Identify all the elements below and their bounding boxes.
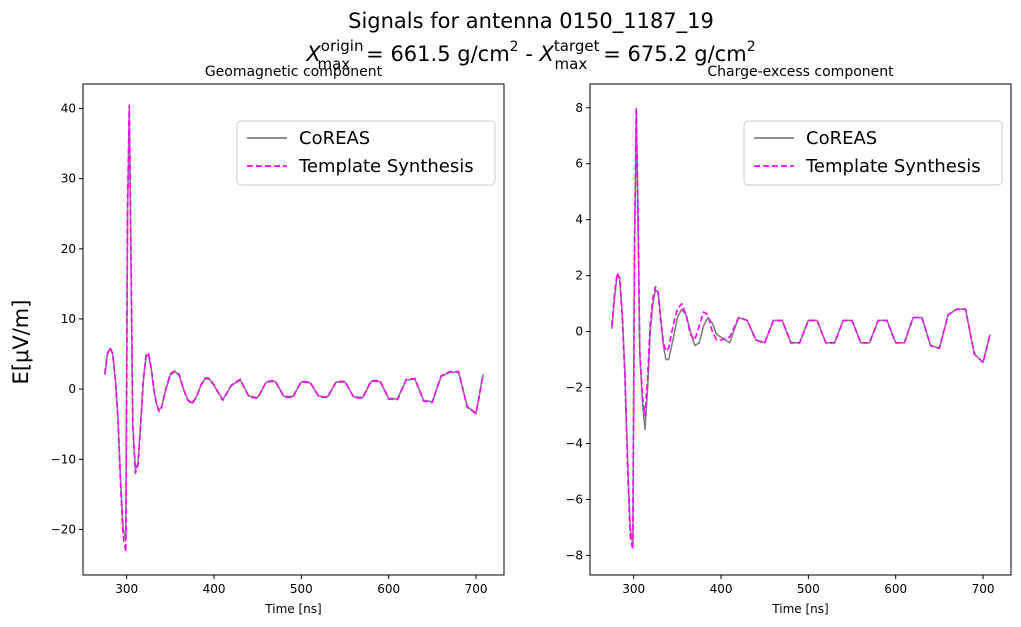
- panel-title: Geomagnetic component: [205, 64, 383, 80]
- origin-value: = 661.5 g/cm: [366, 42, 509, 66]
- origin-subscript: max: [317, 55, 350, 73]
- legend-box: [236, 120, 496, 186]
- x-axis-label: Time [ns]: [771, 602, 828, 616]
- y-tick-label: −10: [51, 452, 76, 466]
- origin-superscript: origin: [321, 37, 364, 55]
- x-tick-label: 500: [797, 582, 820, 596]
- panel-geomagnetic: 300 400 500 600 700 −20 −10 0 10 20 30 40 Geomagneti…: [51, 64, 505, 616]
- target-subscript: max: [555, 55, 588, 73]
- y-tick-label: 10: [61, 312, 76, 326]
- y-tick-label: 30: [61, 172, 76, 186]
- y-tick-label: −2: [565, 381, 583, 395]
- target-superscript: target: [554, 37, 600, 55]
- y-tick-label: −6: [565, 492, 583, 506]
- series-line-template-synthesis: [104, 104, 484, 553]
- figure-subtitle: Xorigin max = 661.5 g/cm2 - Xtarget max = 67…: [305, 37, 755, 73]
- title-separator: -: [519, 42, 540, 66]
- legend-label-template-synthesis: Template Synthesis: [805, 156, 981, 177]
- x-tick-label: 500: [290, 582, 313, 596]
- series-line-template-synthesis: [611, 106, 991, 551]
- x-tick-label: 700: [972, 582, 995, 596]
- x-tick-label: 400: [710, 582, 733, 596]
- target-symbol: X: [539, 42, 555, 66]
- x-axis-label: Time [ns]: [264, 602, 321, 616]
- legend-label-template-synthesis: Template Synthesis: [298, 156, 474, 177]
- x-tick-label: 300: [622, 582, 645, 596]
- origin-unit-exponent: 2: [510, 39, 519, 55]
- y-tick-label: 4: [575, 213, 583, 227]
- figure-title: Signals for antenna 0150_1187_19: [348, 9, 714, 34]
- axes-frame: [589, 83, 1012, 576]
- x-tick-label: 300: [115, 582, 138, 596]
- x-tick-label: 700: [465, 582, 488, 596]
- legend-label-coreas: CoREAS: [806, 128, 877, 149]
- x-tick-label: 600: [377, 582, 400, 596]
- x-tick-label: 600: [884, 582, 907, 596]
- legend-label-coreas: CoREAS: [299, 128, 370, 149]
- axes-frame: [82, 83, 505, 576]
- y-tick-label: 0: [68, 382, 76, 396]
- legend-box: [743, 120, 1003, 186]
- y-tick-label: 8: [575, 101, 583, 115]
- y-tick-label: 2: [575, 269, 583, 283]
- y-tick-label: 6: [575, 157, 583, 171]
- y-tick-label: −4: [565, 437, 583, 451]
- y-tick-label: 20: [61, 242, 76, 256]
- y-tick-label: 0: [575, 325, 583, 339]
- y-tick-label: 40: [61, 102, 76, 116]
- target-value: = 675.2 g/cm: [603, 42, 746, 66]
- x-tick-label: 400: [203, 582, 226, 596]
- y-axis-label: E[μV/m]: [9, 300, 33, 385]
- y-tick-label: −8: [565, 548, 583, 562]
- y-tick-label: −20: [51, 522, 76, 536]
- panel-title: Charge-excess component: [707, 64, 894, 80]
- origin-symbol: X: [305, 42, 321, 66]
- target-unit-exponent: 2: [747, 39, 756, 55]
- panel-charge-excess: 300 400 500 600 700 −8 −6 −4 −2 0 2 4 6 8 Charge-exces…: [565, 64, 1012, 616]
